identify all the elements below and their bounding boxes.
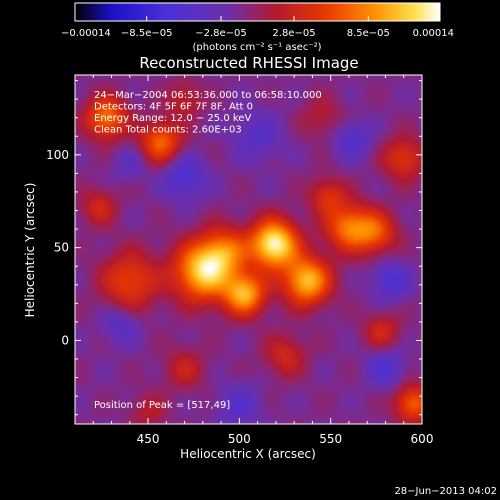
x-tick-label: 550 [319,432,342,446]
annotation-line: 24−Mar−2004 06:53:36.000 to 06:58:10.000 [94,90,322,101]
annotation-line: Energy Range: 12.0 − 25.0 keV [94,113,251,124]
x-tick-label: 450 [137,432,160,446]
y-tick-label: 50 [54,241,69,255]
heatmap-area [75,75,422,424]
heatmap-image [75,75,422,424]
x-axis-label: Heliocentric X (arcsec) [180,447,316,461]
colorbar-tick-labels: −0.00014 −8.5e−05 −2.8e−05 2.8e−05 8.5e−05 0.… [61,28,454,39]
peak-position-label: Position of Peak = [517,49] [94,400,230,411]
x-tick-label: 600 [411,432,434,446]
plot-frame [74,74,423,425]
colorbar-tick-label: 8.5e−05 [347,28,390,39]
y-tick-label: 100 [46,148,69,162]
colorbar-tick-label: −0.00014 [61,28,111,39]
y-axis-label: Heliocentric Y (arcsec) [23,183,37,318]
annotation-line: Detectors: 4F 5F 6F 7F 8F, Att 0 [94,102,253,113]
colorbar-tick-label: 0.00014 [413,28,454,39]
chart-title: Reconstructed RHESSI Image [139,54,358,72]
colorbar-units-label: (photons cm⁻² s⁻¹ asec⁻²) [192,42,321,53]
colorbar-ticks [74,16,441,21]
colorbar-tick-label: 2.8e−05 [272,28,315,39]
colorbar-tick-label: −8.5e−05 [121,28,173,39]
colorbar-tick-label: −2.8e−05 [195,28,247,39]
y-axis-ticks: 0 50 100 [46,80,422,416]
colorbar [74,2,441,22]
y-tick-label: 0 [61,333,69,347]
x-axis-ticks: 450 500 550 600 [74,75,434,446]
x-tick-label: 500 [228,432,251,446]
footer-timestamp: 28−Jun−2013 04:02 [394,486,497,497]
annotations: 24−Mar−2004 06:53:36.000 to 06:58:10.000… [94,90,322,136]
annotation-line: Clean Total counts: 2.60E+03 [94,125,242,136]
